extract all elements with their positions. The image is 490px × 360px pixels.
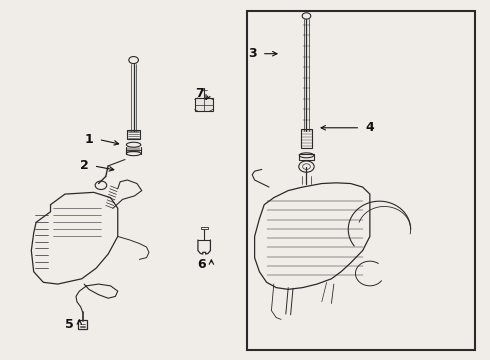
Bar: [247, 12, 474, 350]
Text: 3: 3: [248, 47, 257, 60]
Bar: [201, 226, 208, 229]
Bar: [301, 129, 312, 148]
FancyBboxPatch shape: [195, 98, 213, 111]
Text: 6: 6: [197, 258, 206, 271]
Text: 1: 1: [85, 133, 93, 146]
Text: 4: 4: [366, 121, 374, 134]
Bar: [78, 320, 88, 329]
Text: 7: 7: [195, 87, 204, 100]
Text: 5: 5: [65, 318, 74, 331]
Bar: [299, 154, 314, 160]
Text: 2: 2: [80, 159, 89, 172]
Bar: [127, 130, 140, 139]
